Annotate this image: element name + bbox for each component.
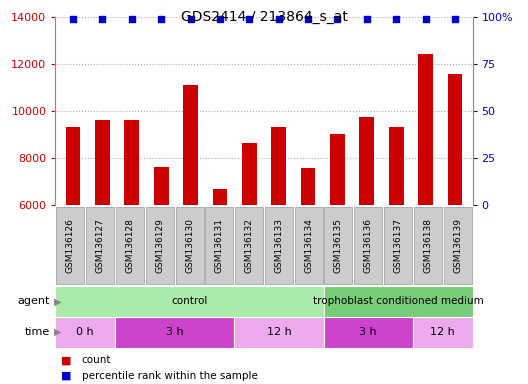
Bar [354,207,382,285]
Bar [205,207,233,285]
Text: ■: ■ [61,355,71,365]
Bar [115,317,234,348]
Text: GSM136131: GSM136131 [215,218,224,273]
Text: count: count [82,355,111,365]
Text: GSM136139: GSM136139 [453,218,462,273]
Bar [116,207,144,285]
Text: GSM136130: GSM136130 [185,218,194,273]
Text: GSM136126: GSM136126 [66,218,75,273]
Bar [271,127,286,346]
Point [69,16,77,22]
Bar [55,286,324,317]
Point [186,16,195,22]
Bar [301,168,315,346]
Point [275,16,283,22]
Text: control: control [171,296,208,306]
Point [128,16,136,22]
Bar [154,167,168,346]
Point [98,16,107,22]
Bar [413,317,473,348]
Text: 3 h: 3 h [166,327,183,337]
Bar [389,127,403,346]
Text: GSM136136: GSM136136 [364,218,373,273]
Bar [175,207,203,285]
Text: time: time [25,327,50,337]
Bar [235,207,263,285]
Point [421,16,430,22]
Bar [418,54,433,346]
Bar [86,207,114,285]
Text: GSM136128: GSM136128 [126,218,135,273]
Bar [234,317,324,348]
Bar [213,189,227,346]
Text: agent: agent [18,296,50,306]
Bar [125,119,139,346]
Point [333,16,342,22]
Text: 12 h: 12 h [430,327,455,337]
Text: percentile rank within the sample: percentile rank within the sample [82,371,258,381]
Text: ▶: ▶ [54,327,62,337]
Text: ▶: ▶ [54,296,62,306]
Bar [295,207,323,285]
Point [392,16,400,22]
Bar [265,207,293,285]
Text: GSM136135: GSM136135 [334,218,343,273]
Bar [95,119,110,346]
Point [245,16,253,22]
Text: ■: ■ [61,371,71,381]
Point [451,16,459,22]
Bar [65,127,80,346]
Text: GSM136134: GSM136134 [304,218,313,273]
Text: GSM136129: GSM136129 [155,218,164,273]
Bar [242,143,257,346]
Point [216,16,224,22]
Text: GSM136127: GSM136127 [96,218,105,273]
Bar [325,207,353,285]
Text: 3 h: 3 h [360,327,377,337]
Bar [56,207,84,285]
Text: GSM136137: GSM136137 [393,218,402,273]
Text: 12 h: 12 h [267,327,291,337]
Point [363,16,371,22]
Text: 0 h: 0 h [77,327,94,337]
Bar [146,207,174,285]
Text: GSM136138: GSM136138 [423,218,432,273]
Text: GSM136133: GSM136133 [275,218,284,273]
Bar [360,117,374,346]
Bar [414,207,442,285]
Text: trophoblast conditioned medium: trophoblast conditioned medium [313,296,484,306]
Point [157,16,165,22]
Text: GDS2414 / 213864_s_at: GDS2414 / 213864_s_at [181,10,347,23]
Bar [55,317,115,348]
Point [304,16,312,22]
Bar [384,207,412,285]
Text: GSM136132: GSM136132 [244,218,253,273]
Bar [324,317,413,348]
Bar [324,286,473,317]
Bar [448,74,463,346]
Bar [183,86,198,346]
Bar [444,207,472,285]
Bar [330,134,345,346]
